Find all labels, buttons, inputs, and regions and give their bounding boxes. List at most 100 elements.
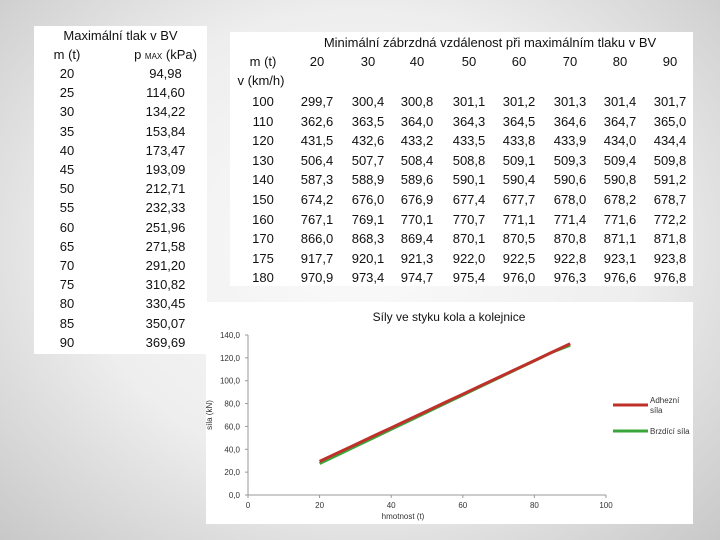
- mass-header-cell: 20: [309, 54, 325, 69]
- pressure-cell: 173,47: [145, 142, 186, 158]
- distance-cell: 677,4: [452, 192, 486, 207]
- mass-cell: 60: [59, 219, 75, 235]
- distance-cell: 365,0: [653, 113, 687, 129]
- distance-cell: 364,5: [502, 113, 536, 129]
- mass-cell: 65: [59, 238, 75, 254]
- distance-cell: 507,7: [351, 152, 385, 168]
- distance-cell: 433,2: [400, 133, 434, 149]
- distance-cell: 588,9: [351, 172, 385, 188]
- table-row: 20 94,98: [34, 64, 207, 83]
- y-tick-label: 0,0: [229, 491, 241, 500]
- distance-cell: 509,8: [653, 152, 687, 168]
- distance-cell: 301,2: [502, 94, 536, 109]
- table-row: 70 291,20: [34, 256, 207, 275]
- distance-cell: 434,0: [603, 133, 637, 149]
- mass-header-cell: 80: [612, 54, 628, 69]
- mass-cell: 85: [59, 315, 75, 331]
- distance-cell: 433,9: [553, 133, 587, 149]
- distance-cell: 974,7: [400, 270, 434, 286]
- x-tick-label: 40: [387, 501, 396, 510]
- distance-cell: 870,5: [502, 231, 536, 247]
- legend-label: Brzdící síla: [650, 427, 690, 436]
- mass-header-cell: 60: [511, 54, 527, 69]
- mass-cell: 35: [59, 123, 75, 139]
- distance-cell: 363,5: [351, 113, 385, 129]
- table-row: 35 153,84: [34, 122, 207, 141]
- speed-cell: 120: [252, 133, 274, 149]
- mass-header-cell: 70: [562, 54, 578, 69]
- mass-cell: 20: [59, 66, 75, 81]
- pressure-cell: 350,07: [145, 315, 186, 331]
- speed-column-label: v (km/h): [237, 73, 285, 88]
- distance-cell: 432,6: [351, 133, 385, 149]
- x-tick-label: 80: [530, 501, 539, 510]
- distance-cell: 970,9: [300, 270, 334, 286]
- table-row: 180 970,9 973,4 974,7 975,4 976,0 976,3 976,6 97…: [230, 268, 693, 288]
- braking-distance-table: Minimální zábrzdná vzdálenost při maximá…: [230, 32, 693, 286]
- max-pressure-table-title: Maximální tlak v BV: [63, 28, 178, 43]
- distance-cell: 433,5: [452, 133, 486, 149]
- y-tick-label: 120,0: [220, 354, 241, 363]
- x-tick-label: 0: [246, 501, 251, 510]
- pressure-cell: 251,96: [145, 219, 186, 235]
- y-tick-label: 60,0: [224, 422, 240, 431]
- table-row: 120 431,5 432,6 433,2 433,5 433,8 433,9 434,0 43…: [230, 131, 693, 151]
- distance-cell: 871,8: [653, 231, 687, 247]
- distance-cell: 870,8: [553, 231, 587, 247]
- distance-cell: 589,6: [400, 172, 434, 188]
- mass-header-cell: 30: [360, 54, 376, 69]
- table-row: 100 299,7 300,4 300,8 301,1 301,2 301,3 301,4 30…: [230, 92, 693, 112]
- distance-cell: 771,1: [502, 211, 536, 227]
- y-tick-label: 100,0: [220, 377, 241, 386]
- pressure-cell: 330,45: [145, 296, 186, 312]
- pressure-subscript: MAX: [144, 52, 163, 61]
- table-row: 60 251,96: [34, 218, 207, 237]
- y-axis-label: síla (kN): [206, 400, 214, 430]
- x-tick-label: 60: [458, 501, 467, 510]
- series-line: [318, 342, 571, 463]
- distance-cell: 866,0: [300, 231, 334, 247]
- distance-cell: 870,1: [452, 231, 486, 247]
- legend-label: Adhezní: [650, 396, 680, 405]
- pressure-cell: 369,69: [145, 334, 186, 350]
- distance-cell: 678,7: [653, 192, 687, 207]
- distance-cell: 975,4: [452, 270, 486, 286]
- distance-cell: 433,8: [502, 133, 536, 149]
- distance-cell: 869,4: [400, 231, 434, 247]
- y-tick-label: 20,0: [224, 468, 240, 477]
- mass-header-cell: 40: [409, 54, 425, 69]
- distance-cell: 922,5: [502, 250, 536, 266]
- pressure-cell: 271,58: [145, 238, 186, 254]
- distance-cell: 591,2: [653, 172, 687, 188]
- speed-cell: 140: [252, 172, 274, 188]
- pressure-symbol: p: [134, 47, 142, 62]
- pressure-cell: 291,20: [145, 258, 186, 273]
- pressure-column-header: p MAX (kPa): [124, 45, 207, 66]
- distance-cell: 364,6: [553, 113, 587, 129]
- distance-cell: 364,7: [603, 113, 637, 129]
- pressure-cell: 232,33: [145, 200, 186, 216]
- distance-cell: 922,0: [452, 250, 486, 266]
- mass-cell: 45: [59, 162, 75, 177]
- distance-cell: 976,0: [502, 270, 536, 286]
- chart-title: Síly ve styku kola a kolejnice: [373, 310, 526, 324]
- distance-cell: 300,8: [400, 94, 434, 109]
- distance-cell: 434,4: [653, 133, 687, 149]
- distance-cell: 767,1: [300, 211, 334, 227]
- table-row: 40 173,47: [34, 141, 207, 160]
- distance-cell: 921,3: [400, 250, 434, 266]
- pressure-cell: 114,60: [146, 85, 185, 101]
- pressure-cell: 193,09: [145, 162, 186, 177]
- distance-cell: 771,6: [603, 211, 637, 227]
- mass-cell: 55: [59, 200, 75, 216]
- distance-cell: 676,9: [400, 192, 434, 207]
- mass-header-cell: 50: [461, 54, 477, 69]
- distance-cell: 922,8: [553, 250, 587, 266]
- distance-cell: 674,2: [300, 192, 334, 207]
- mass-cell: 40: [59, 142, 75, 158]
- distance-cell: 678,0: [553, 192, 587, 207]
- distance-cell: 976,6: [603, 270, 637, 286]
- table-row: 80 330,45: [34, 294, 207, 313]
- table-row: 75 310,82: [34, 275, 207, 294]
- mass-cell: 50: [59, 181, 75, 197]
